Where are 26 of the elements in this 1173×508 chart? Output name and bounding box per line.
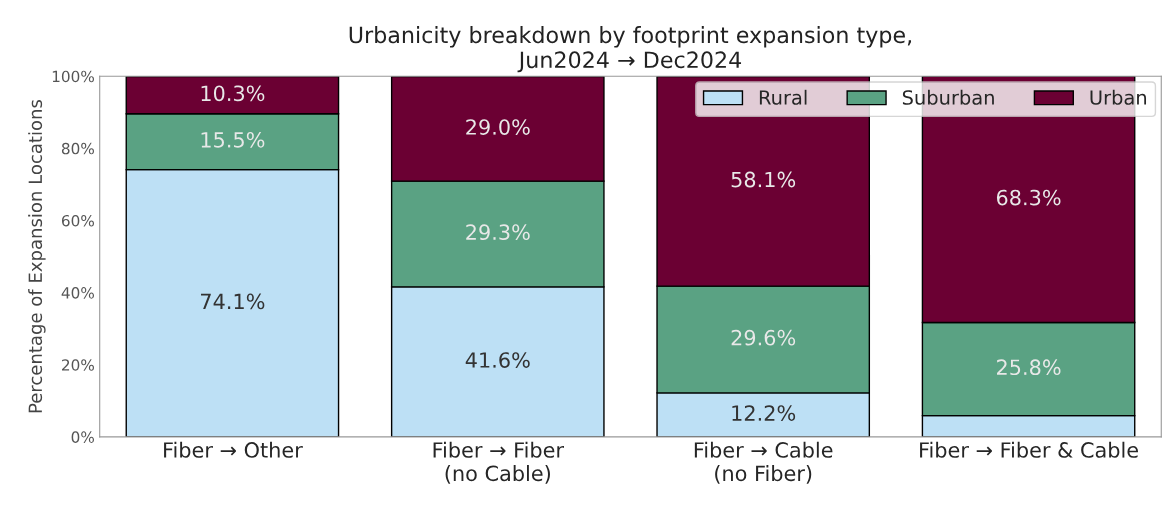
data-label: 58.1% xyxy=(731,171,796,188)
data-label: 29.6% xyxy=(731,329,796,346)
data-label: 29.0% xyxy=(466,119,530,135)
y-tick-label: 60% xyxy=(61,214,94,227)
x-tick-label: Fiber → Other xyxy=(164,441,303,458)
data-label: 68.3% xyxy=(996,189,1061,206)
y-tick-label: 100% xyxy=(52,70,94,83)
legend-label: Urban xyxy=(1090,89,1147,105)
data-label: 74.1% xyxy=(201,293,265,310)
x-tick-label: Fiber → Fiber (no Cable) xyxy=(433,441,565,484)
data-label: 25.8% xyxy=(997,359,1061,376)
data-label: 29.3% xyxy=(466,224,530,241)
chart-title: Urbanicity breakdown by footprint expansion type, Jun2024 → Dec2024 xyxy=(349,26,912,73)
y-tick-label: 20% xyxy=(62,359,94,371)
y-tick-label: 40% xyxy=(61,287,94,299)
data-label: 15.5% xyxy=(201,131,265,148)
data-label: 10.3% xyxy=(201,85,265,102)
y-tick-label: 80% xyxy=(61,142,94,155)
legend-label: Rural xyxy=(759,89,807,105)
data-label: 12.2% xyxy=(732,405,796,421)
x-tick-label: Fiber → Fiber & Cable xyxy=(920,441,1138,458)
x-tick-label: Fiber → Cable (no Fiber) xyxy=(694,441,833,484)
data-label: 41.6% xyxy=(465,352,530,368)
legend-label: Suburban xyxy=(902,89,994,105)
y-axis-title: Percentage of Expansion Locations xyxy=(28,99,46,413)
y-tick-label: 0% xyxy=(71,431,94,443)
